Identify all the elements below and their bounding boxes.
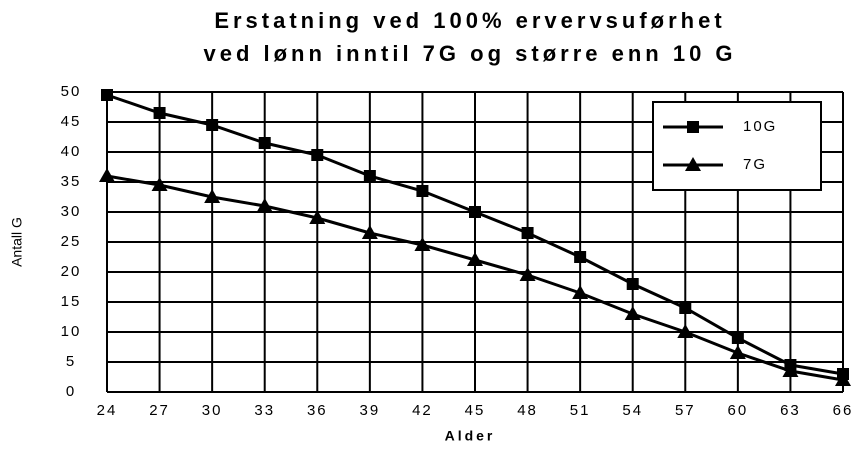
x-tick-label: 36 <box>307 402 328 419</box>
marker <box>574 251 587 263</box>
x-tick-label: 60 <box>728 402 749 419</box>
marker <box>416 185 429 197</box>
y-tick-label: 50 <box>61 83 82 100</box>
legend-label: 10G <box>743 118 777 135</box>
marker <box>731 332 744 344</box>
chart-title: Erstatning ved 100% ervervsuførhet <box>214 8 725 33</box>
marker <box>782 363 799 377</box>
marker <box>835 372 851 386</box>
x-axis-label: Alder <box>445 428 496 444</box>
y-tick-label: 5 <box>66 353 76 370</box>
y-tick-label: 10 <box>61 323 82 340</box>
marker <box>258 137 271 149</box>
y-tick-label: 35 <box>61 173 82 190</box>
x-tick-label: 42 <box>412 402 433 419</box>
x-tick-label: 63 <box>780 402 801 419</box>
marker <box>729 345 746 359</box>
x-tick-label: 30 <box>202 402 223 419</box>
x-tick-label: 45 <box>465 402 486 419</box>
legend-box <box>652 101 822 191</box>
marker <box>363 170 376 182</box>
marker <box>101 89 113 101</box>
marker <box>679 302 692 314</box>
marker <box>685 157 701 171</box>
marker <box>626 278 639 290</box>
y-tick-label: 40 <box>61 143 82 160</box>
marker <box>624 306 641 320</box>
legend-label: 7G <box>743 156 767 173</box>
y-tick-label: 0 <box>66 383 76 400</box>
y-tick-label: 30 <box>61 203 82 220</box>
x-tick-label: 48 <box>517 402 538 419</box>
marker <box>309 210 326 224</box>
y-tick-label: 20 <box>61 263 82 280</box>
x-tick-label: 57 <box>675 402 696 419</box>
x-tick-label: 24 <box>97 402 118 419</box>
marker <box>469 206 481 218</box>
marker <box>687 121 699 133</box>
marker <box>467 252 483 266</box>
chart-title: ved lønn inntil 7G og større enn 10 G <box>203 41 736 66</box>
marker <box>361 225 378 239</box>
x-tick-label: 27 <box>149 402 170 419</box>
x-tick-label: 39 <box>360 402 381 419</box>
x-tick-label: 66 <box>833 402 854 419</box>
marker <box>414 237 431 251</box>
marker <box>311 149 324 161</box>
y-tick-label: 15 <box>61 293 82 310</box>
marker <box>677 324 694 338</box>
marker <box>99 168 115 182</box>
y-tick-label: 25 <box>61 233 82 250</box>
x-tick-label: 33 <box>254 402 275 419</box>
marker <box>204 189 221 203</box>
marker <box>519 267 536 281</box>
marker <box>256 198 273 212</box>
marker <box>153 107 166 119</box>
x-tick-label: 51 <box>570 402 591 419</box>
y-tick-label: 45 <box>61 113 82 130</box>
marker <box>151 177 168 191</box>
x-tick-label: 54 <box>622 402 643 419</box>
marker <box>206 119 219 131</box>
marker <box>521 227 534 239</box>
marker <box>572 285 589 299</box>
y-axis-label: Antall G <box>9 217 25 267</box>
